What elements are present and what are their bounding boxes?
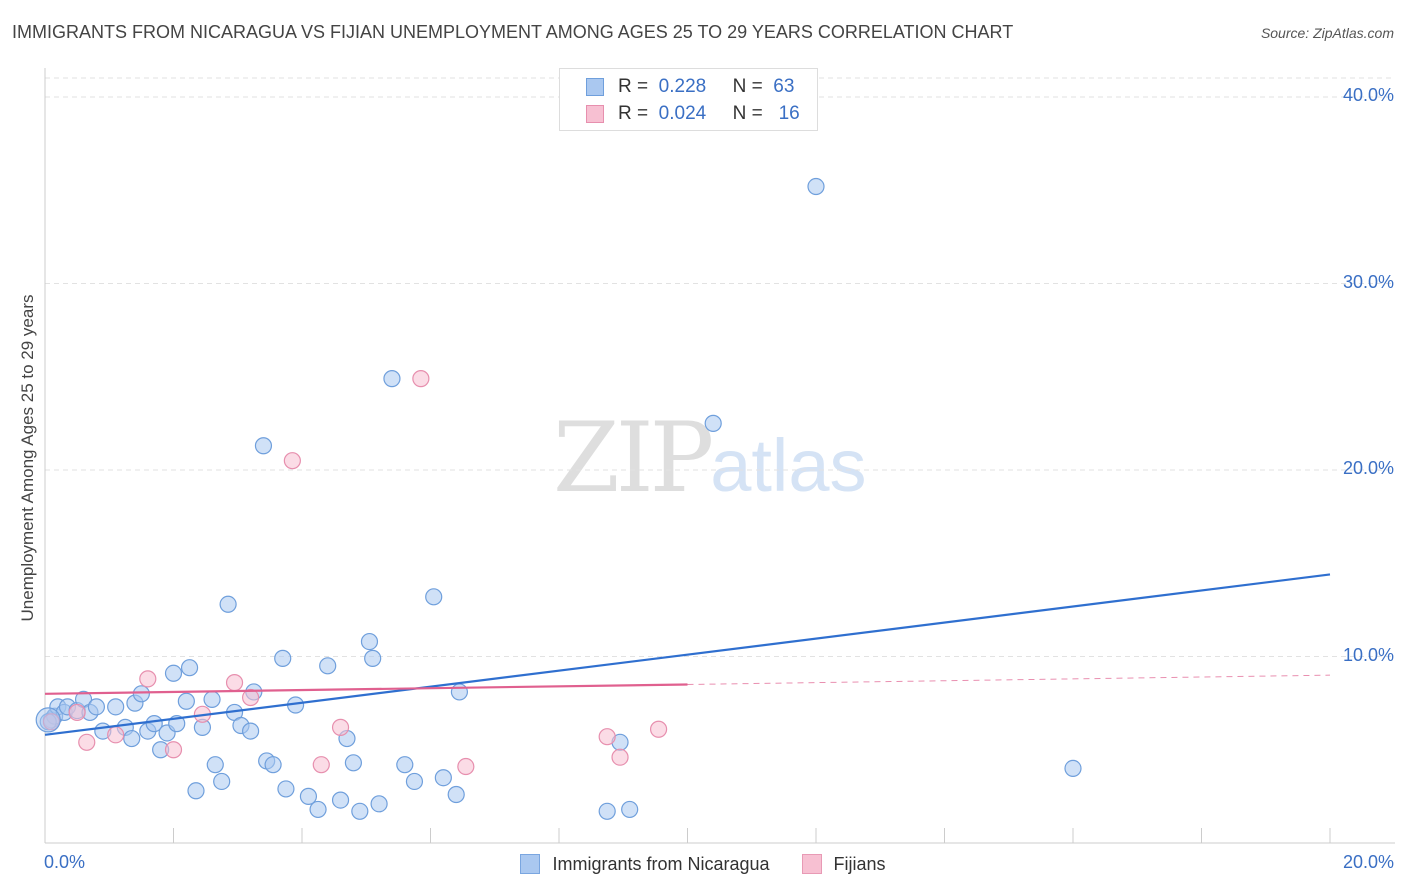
legend-row-fijians: R = 0.024 N = 16 <box>560 100 800 128</box>
data-point-nicaragua <box>264 756 282 774</box>
data-point-nicaragua <box>107 698 125 716</box>
data-point-nicaragua <box>405 772 424 791</box>
legend-n-label: N = <box>732 103 763 124</box>
data-point-nicaragua <box>123 729 141 748</box>
data-point-nicaragua <box>621 800 639 819</box>
legend-swatch-nicaragua <box>586 78 604 96</box>
data-point-nicaragua-cluster <box>35 707 61 733</box>
legend-item-nicaragua: Immigrants from Nicaragua <box>520 853 770 875</box>
data-point-nicaragua <box>807 177 825 196</box>
trend-line-fijians-extension <box>687 674 1331 685</box>
y-tick-label: 20.0% <box>1342 458 1394 478</box>
legend-n-value: 16 <box>778 103 800 124</box>
data-point-nicaragua <box>132 685 150 703</box>
data-point-nicaragua <box>434 769 452 787</box>
zipatlas-watermark: ZIPatlas <box>553 402 867 514</box>
chart-title: IMMIGRANTS FROM NICARAGUA VS FIJIAN UNEM… <box>12 22 1014 42</box>
y-tick-label: 40.0% <box>1342 85 1394 105</box>
data-point-nicaragua <box>704 414 722 432</box>
data-point-nicaragua <box>274 649 292 667</box>
data-point-fijian <box>225 674 244 692</box>
data-point-nicaragua <box>370 795 388 813</box>
data-point-fijian <box>457 757 475 776</box>
data-point-nicaragua <box>206 756 224 774</box>
data-point-nicaragua <box>299 787 318 805</box>
legend-row-nicaragua: R = 0.228 N = 63 <box>560 73 794 101</box>
legend-r-label: R = <box>618 76 649 97</box>
data-point-nicaragua <box>360 632 379 651</box>
legend-r-value: 0.024 <box>658 103 707 124</box>
series-legend: Immigrants from Nicaragua Fijians <box>0 850 1406 878</box>
data-point-nicaragua <box>242 722 260 740</box>
data-point-fijian <box>598 728 616 746</box>
y-tick-label: 10.0% <box>1342 644 1394 665</box>
data-point-fijian <box>611 748 629 766</box>
legend-swatch-fijians <box>586 105 604 123</box>
data-point-fijian <box>164 741 183 759</box>
data-point-nicaragua <box>213 772 231 791</box>
data-point-nicaragua <box>351 802 369 820</box>
data-point-nicaragua <box>277 780 295 798</box>
legend-n-value: 63 <box>773 76 795 97</box>
source-label: Source: ZipAtlas.com <box>1260 25 1394 41</box>
data-point-nicaragua <box>187 782 205 800</box>
trend-line-fijians <box>44 683 688 695</box>
legend-n-label: N = <box>732 76 763 97</box>
trend-line-nicaragua <box>44 573 1331 736</box>
data-point-fijian <box>68 703 86 722</box>
watermark-zip: ZIP <box>553 402 714 514</box>
data-point-nicaragua <box>425 588 443 606</box>
data-point-nicaragua <box>450 683 469 701</box>
data-point-nicaragua <box>254 437 273 455</box>
x-tick-label: 20.0% <box>1342 852 1394 872</box>
data-point-nicaragua <box>319 657 337 675</box>
data-point-nicaragua <box>219 595 237 613</box>
legend-r-value: 0.228 <box>658 76 707 97</box>
x-tick-label: 0.0% <box>44 852 86 872</box>
legend-label-fijians: Fijians <box>833 853 886 874</box>
data-point-fijian <box>412 370 430 388</box>
data-point-nicaragua <box>598 802 616 820</box>
data-point-nicaragua <box>344 754 362 772</box>
watermark-atlas: atlas <box>710 424 867 507</box>
legend-item-fijians: Fijians <box>801 853 886 875</box>
data-point-nicaragua <box>396 756 414 774</box>
legend-swatch-fijians <box>801 854 822 874</box>
data-point-fijian <box>78 733 96 751</box>
data-point-fijian <box>283 452 301 470</box>
data-point-fijian <box>649 720 668 738</box>
data-point-nicaragua <box>383 370 401 388</box>
data-point-fijian <box>139 670 157 688</box>
data-point-nicaragua <box>331 791 350 809</box>
y-tick-label: 30.0% <box>1342 271 1394 292</box>
data-point-fijian <box>312 756 330 774</box>
data-point-nicaragua <box>164 664 183 682</box>
data-point-fijian <box>331 718 350 736</box>
data-point-fijian <box>242 688 260 707</box>
data-point-nicaragua <box>364 649 382 667</box>
data-point-nicaragua <box>309 800 327 819</box>
data-point-nicaragua <box>177 692 195 710</box>
data-point-fijian <box>107 726 125 744</box>
legend-swatch-nicaragua <box>520 854 541 874</box>
data-point-nicaragua <box>1064 759 1082 778</box>
legend-label-nicaragua: Immigrants from Nicaragua <box>552 853 770 874</box>
correlation-legend: R = 0.228 N = 63 R = 0.024 N = 16 <box>559 68 818 131</box>
data-point-nicaragua <box>447 785 465 804</box>
data-point-nicaragua <box>180 659 199 677</box>
legend-r-label: R = <box>618 103 649 124</box>
data-point-nicaragua <box>203 690 221 708</box>
data-point-nicaragua <box>87 698 106 716</box>
